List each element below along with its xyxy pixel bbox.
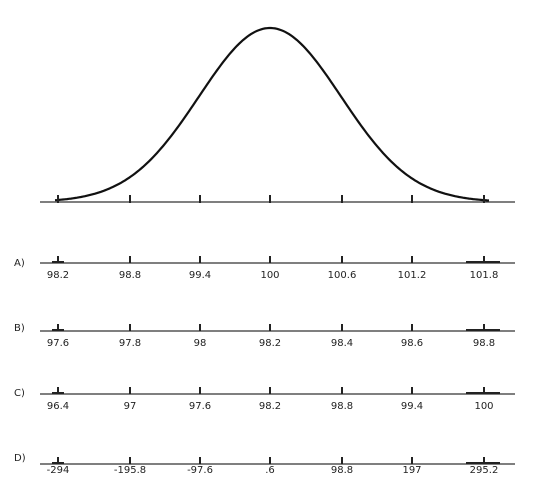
tick-label: 96.4: [47, 401, 69, 412]
tick-label: 97.6: [189, 401, 211, 412]
tick-label: -195.8: [114, 465, 146, 476]
tick-label: 98.2: [259, 338, 281, 349]
tick-label: 295.2: [470, 465, 499, 476]
option-letter: A): [14, 258, 25, 269]
option-letter: D): [14, 453, 26, 464]
tick-label: 101.2: [398, 270, 427, 281]
tick-label: 98.2: [47, 270, 69, 281]
tick-label: 98.8: [119, 270, 141, 281]
normal-curve: [54, 26, 490, 202]
tick-label: 100: [474, 401, 493, 412]
tick-label: 101.8: [470, 270, 499, 281]
tick-label: 98.8: [473, 338, 495, 349]
tick-label: 98: [194, 338, 207, 349]
tick-label: .6: [265, 465, 275, 476]
tick-label: -97.6: [187, 465, 213, 476]
tick-label: 100.6: [328, 270, 357, 281]
tick-label: 98.2: [259, 401, 281, 412]
tick-label: 97: [124, 401, 137, 412]
tick-label: 98.8: [331, 465, 353, 476]
tick-label: -294: [47, 465, 70, 476]
tick-label: 98.4: [331, 338, 353, 349]
tick-label: 197: [402, 465, 421, 476]
tick-label: 99.4: [401, 401, 423, 412]
tick-label: 99.4: [189, 270, 211, 281]
tick-label: 97.8: [119, 338, 141, 349]
option-letter: C): [14, 388, 25, 399]
tick-label: 98.8: [331, 401, 353, 412]
tick-label: 100: [260, 270, 279, 281]
tick-label: 97.6: [47, 338, 69, 349]
option-letter: B): [14, 323, 25, 334]
tick-label: 98.6: [401, 338, 423, 349]
